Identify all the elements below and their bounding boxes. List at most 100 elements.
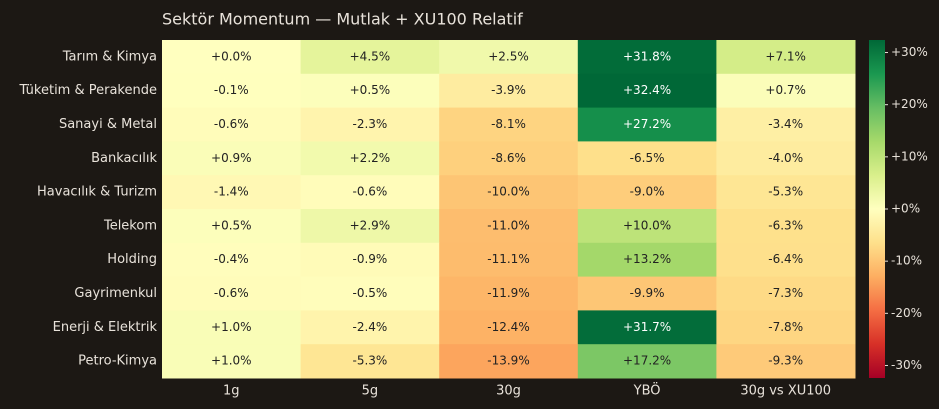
cell-label: -0.9% [352, 252, 387, 266]
cell [162, 344, 302, 379]
row-label: Tüketim & Perakende [19, 83, 157, 98]
cell [300, 141, 440, 176]
row-label: Sanayi & Metal [59, 117, 157, 132]
cell-label: +31.7% [623, 320, 671, 334]
cell [577, 209, 717, 244]
cell [300, 276, 440, 311]
cell-label: +0.0% [211, 49, 252, 63]
cell [162, 141, 302, 176]
cell-label: +13.2% [623, 252, 671, 266]
cell-label: +17.2% [623, 354, 671, 368]
cell [716, 107, 856, 142]
colorbar-tick-label: +30% [891, 45, 928, 59]
cell [716, 40, 856, 75]
cell [439, 40, 579, 75]
cell [577, 310, 717, 345]
cell [162, 209, 302, 244]
cell-label: -0.4% [214, 252, 249, 266]
cell [716, 242, 856, 278]
cell [300, 344, 440, 379]
cell [300, 242, 440, 278]
cell-label: -6.4% [768, 252, 803, 266]
cell [439, 276, 579, 311]
cell [577, 175, 717, 210]
cell-label: -1.4% [214, 185, 249, 199]
cell-label: -6.5% [630, 151, 665, 165]
cell [439, 242, 579, 278]
cell-label: -3.4% [768, 117, 803, 131]
cell-label: +1.0% [211, 354, 252, 368]
cell-label: +2.2% [350, 151, 391, 165]
cell-label: +4.5% [350, 49, 391, 63]
cell-label: -11.0% [487, 218, 529, 232]
cell-label: -5.3% [768, 185, 803, 199]
cell [300, 209, 440, 244]
cell-label: -11.9% [487, 286, 529, 300]
cell-label: -5.3% [352, 354, 387, 368]
cell-label: -9.9% [630, 286, 665, 300]
cell-label: -10.0% [487, 185, 529, 199]
cell [162, 73, 302, 109]
row-label: Havacılık & Turizm [37, 185, 157, 200]
row-label: Gayrimenkul [74, 286, 157, 301]
cell-label: -2.3% [352, 117, 387, 131]
cell-label: +2.5% [488, 49, 529, 63]
cell-label: -0.6% [214, 117, 249, 131]
cell [716, 344, 856, 379]
cell-label: -7.3% [768, 286, 803, 300]
cell [577, 40, 717, 75]
cell [300, 310, 440, 345]
cell [439, 344, 579, 379]
row-label: Telekom [103, 218, 157, 233]
colorbar-tick-label: -20% [891, 306, 922, 320]
cell [162, 310, 302, 345]
cell-label: -9.0% [630, 185, 665, 199]
cell-label: -8.1% [491, 117, 526, 131]
row-label: Petro-Kimya [78, 354, 157, 369]
cell-label: +0.7% [765, 83, 806, 97]
cell [162, 175, 302, 210]
colorbar-tick-label: +20% [891, 97, 928, 111]
cell [439, 73, 579, 109]
cell-label: +1.0% [211, 320, 252, 334]
colorbar-tick-label: -30% [891, 358, 922, 372]
cell [300, 175, 440, 210]
cell-label: +31.8% [623, 49, 671, 63]
cell-label: +10.0% [623, 218, 671, 232]
row-label: Tarım & Kimya [62, 49, 157, 64]
cell [439, 107, 579, 142]
cell [577, 276, 717, 311]
cell [300, 40, 440, 75]
colorbar-tick-label: +0% [891, 202, 920, 216]
cell-label: -0.6% [352, 185, 387, 199]
cell-label: -4.0% [768, 151, 803, 165]
cell [716, 310, 856, 345]
chart-title: Sektör Momentum — Mutlak + XU100 Relatif [162, 10, 523, 29]
cell [716, 209, 856, 244]
cell [162, 276, 302, 311]
row-label: Holding [107, 252, 157, 267]
cell [716, 73, 856, 109]
colorbar-tick-label: +10% [891, 149, 928, 163]
colorbar-tick-label: -10% [891, 254, 922, 268]
cell-label: -6.3% [768, 218, 803, 232]
cell [439, 141, 579, 176]
cell-label: -2.4% [352, 320, 387, 334]
cell [439, 310, 579, 345]
cell-label: -0.1% [214, 83, 249, 97]
cell-label: +0.9% [211, 151, 252, 165]
cell [439, 209, 579, 244]
cell-label: -3.9% [491, 83, 526, 97]
cell-label: -0.6% [214, 286, 249, 300]
cell-label: +0.5% [211, 218, 252, 232]
x-tick-label: 30g [496, 384, 521, 399]
row-label: Enerji & Elektrik [53, 320, 158, 335]
cell-label: +7.1% [765, 49, 806, 63]
cell [577, 107, 717, 142]
colorbar [869, 40, 885, 378]
cell [716, 141, 856, 176]
cell-label: +32.4% [623, 83, 671, 97]
cell [162, 40, 302, 75]
cell [716, 276, 856, 311]
